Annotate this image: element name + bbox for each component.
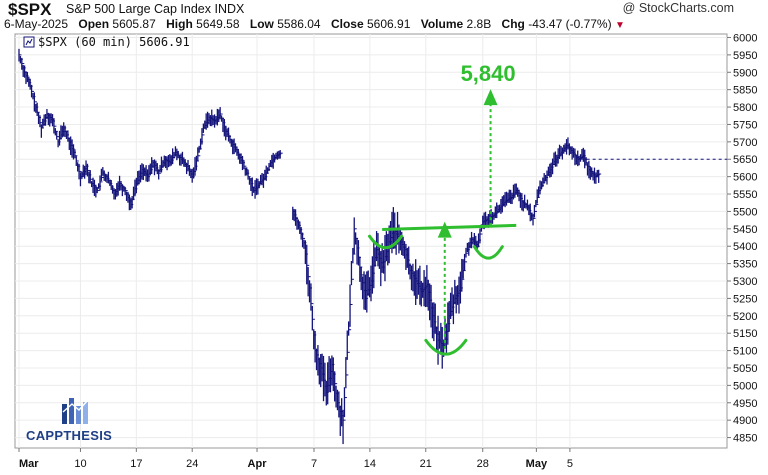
chg-value: -43.47 (-0.77%): [528, 17, 612, 31]
head-depth-arrow-icon: [437, 221, 452, 238]
logo-trend-line: [62, 399, 89, 413]
x-tick-label: May: [526, 458, 548, 470]
logo-mark: [62, 398, 89, 424]
logo-bar-2: [69, 398, 74, 424]
x-tick-label: 17: [130, 458, 142, 470]
x-tick-label: 28: [477, 458, 489, 470]
target-label: 5,840: [461, 61, 516, 86]
open-label: Open: [78, 17, 110, 31]
y-tick-label: 5250: [733, 293, 757, 305]
y-tick-label: 5450: [733, 224, 757, 236]
low-label: Low: [249, 17, 274, 31]
y-tick-label: 5400: [733, 241, 757, 253]
logo-bar-3: [76, 406, 81, 424]
y-tick-label: 5000: [733, 380, 757, 392]
logo-bar-1: [62, 404, 67, 424]
y-tick-label: 4850: [733, 433, 757, 445]
symbol-description: S&P 500 Large Cap Index INDX: [66, 2, 245, 16]
quote-date: 6-May-2025: [4, 17, 69, 31]
y-tick-label: 5850: [733, 85, 757, 97]
logo-bar-4: [83, 402, 88, 424]
y-tick-label: 5050: [733, 363, 757, 375]
chart-header: $SPX S&P 500 Large Cap Index INDX @ Stoc…: [0, 0, 768, 34]
legend: $SPX (60 min) 5606.91: [23, 35, 190, 49]
y-tick-label: 5200: [733, 311, 757, 323]
chg-label: Chg: [501, 17, 525, 31]
y-tick-label: 5700: [733, 137, 757, 149]
y-tick-label: 5750: [733, 119, 757, 131]
left-shoulder-curve: [368, 234, 404, 250]
volume-label: Volume: [420, 17, 464, 31]
x-tick-label: 14: [364, 458, 376, 470]
y-tick-label: 5150: [733, 328, 757, 340]
x-tick-label: 7: [311, 458, 317, 470]
open-value: 5605.87: [112, 17, 156, 31]
chg-down-arrow-icon: ▼: [614, 20, 625, 31]
close-value: 5606.91: [366, 17, 411, 31]
legend-text: $SPX (60 min) 5606.91: [38, 35, 190, 49]
y-tick-label: 5800: [733, 102, 757, 114]
y-tick-label: 5950: [733, 50, 757, 62]
y-tick-label: 4900: [733, 415, 757, 427]
price-bars: [18, 48, 727, 445]
target-arrow-icon: [483, 89, 498, 106]
x-tick-label: 21: [420, 458, 432, 470]
y-tick-label: 5900: [733, 67, 757, 79]
inverse-head-shoulders-pattern: 5,840: [368, 61, 517, 356]
volume-value: 2.8B: [466, 17, 492, 31]
y-tick-label: 5550: [733, 189, 757, 201]
x-tick-label: 5: [567, 458, 573, 470]
x-tick-label: Mar: [19, 458, 39, 470]
y-tick-label: 5500: [733, 206, 757, 218]
symbol: $SPX: [8, 0, 52, 19]
y-tick-label: 4950: [733, 398, 757, 410]
x-tick-label: 10: [74, 458, 86, 470]
y-tick-label: 5600: [733, 172, 757, 184]
neckline: [382, 223, 517, 232]
x-tick-label: Apr: [248, 458, 268, 470]
y-tick-label: 5300: [733, 276, 757, 288]
y-axis: 4850 4900 4950 5000 5050 5100 5150 5200 5250 5300…: [727, 32, 757, 445]
high-label: High: [166, 17, 193, 31]
grid: [15, 34, 727, 448]
quote-line: 6-May-2025 Open 5605.87 High 5649.58 Low…: [4, 17, 625, 31]
low-value: 5586.04: [277, 17, 321, 31]
x-tick-label: 24: [186, 458, 198, 470]
y-tick-label: 5350: [733, 259, 757, 271]
legend-swatch-line: [25, 38, 33, 46]
head-curve: [424, 338, 468, 356]
y-tick-label: 6000: [733, 32, 757, 44]
y-tick-label: 5100: [733, 346, 757, 358]
logo-text: CAPPTHESIS: [26, 428, 113, 443]
y-tick-label: 5650: [733, 154, 757, 166]
high-value: 5649.58: [196, 17, 240, 31]
plot-frame: [14, 33, 728, 449]
x-axis: Mar 10 17 24 Apr 7 14 21 28 May 5: [18, 448, 573, 470]
right-shoulder-curve: [472, 245, 504, 260]
source-credit[interactable]: @ StockCharts.com: [622, 1, 734, 15]
close-label: Close: [330, 17, 364, 31]
